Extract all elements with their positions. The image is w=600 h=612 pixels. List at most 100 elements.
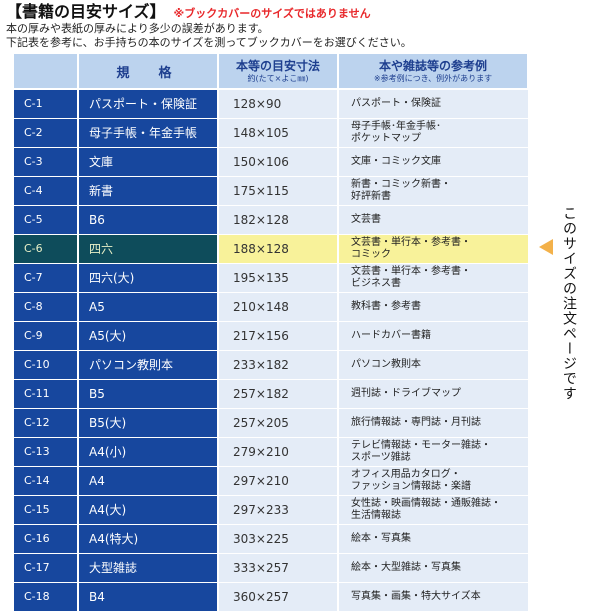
header-corner xyxy=(14,54,79,90)
row-ref: パスポート・保険証 xyxy=(338,89,528,119)
header-spec: 規 格 xyxy=(78,54,219,90)
row-code: C-6 xyxy=(14,234,79,264)
row-code: C-1 xyxy=(14,89,79,119)
warning-note: ※ブックカバーのサイズではありません xyxy=(173,7,371,20)
row-size: 279×210 xyxy=(218,437,339,467)
row-code: C-4 xyxy=(14,176,79,206)
row-size: 297×233 xyxy=(218,495,339,525)
table-row: C-12 B5(大) 257×205 旅行情報誌・専門誌・月刊誌 xyxy=(14,408,528,438)
row-ref-line-1: パスポート・保険証 xyxy=(351,97,441,109)
table-row: C-2 母子手帳・年金手帳 148×105 母子手帳･年金手帳･ ポケットマップ xyxy=(14,118,528,148)
row-code: C-15 xyxy=(14,495,79,525)
row-ref-line-2: 好評新書 xyxy=(351,190,391,202)
row-size: 360×257 xyxy=(218,582,339,612)
row-spec: 文庫 xyxy=(78,147,219,177)
row-ref-line-1: 絵本・大型雑誌・写真集 xyxy=(351,561,461,573)
row-spec: A4 xyxy=(78,466,219,496)
row-ref: テレビ情報誌・モーター雑誌・ スポーツ雑誌 xyxy=(338,437,528,467)
table-row: C-5 B6 182×128 文芸書 xyxy=(14,205,528,235)
row-ref: 文芸書・単行本・参考書・ ビジネス書 xyxy=(338,263,528,293)
row-ref-line-1: 週刊誌・ドライブマップ xyxy=(351,387,461,399)
title-line: 【書籍の目安サイズ】 ※ブックカバーのサイズではありません xyxy=(6,2,546,22)
row-spec: 四六 xyxy=(78,234,219,264)
header-ref: 本や雑誌等の参考例 ※参考例につき、例外があります xyxy=(338,54,529,90)
row-ref-line-1: ハードカバー書籍 xyxy=(351,329,431,341)
row-ref: 旅行情報誌・専門誌・月刊誌 xyxy=(338,408,528,438)
row-size: 303×225 xyxy=(218,524,339,554)
row-spec: B6 xyxy=(78,205,219,235)
row-spec: A4(大) xyxy=(78,495,219,525)
header-size-main: 本等の目安寸法 xyxy=(235,58,320,73)
table-row: C-15 A4(大) 297×233 女性誌・映画情報誌・通販雑誌・ 生活情報誌 xyxy=(14,495,528,525)
row-ref-line-2: コミック xyxy=(351,248,391,260)
row-spec: 母子手帳・年金手帳 xyxy=(78,118,219,148)
table-row: C-18 B4 360×257 写真集・画集・特大サイズ本 xyxy=(14,582,528,612)
row-spec: A4(特大) xyxy=(78,524,219,554)
row-code: C-8 xyxy=(14,292,79,322)
page-header: 【書籍の目安サイズ】 ※ブックカバーのサイズではありません 本の厚みや表紙の厚みに… xyxy=(6,2,546,50)
row-ref-line-1: 文庫・コミック文庫 xyxy=(351,155,441,167)
row-spec: B4 xyxy=(78,582,219,612)
row-size: 217×156 xyxy=(218,321,339,351)
row-code: C-14 xyxy=(14,466,79,496)
row-code: C-16 xyxy=(14,524,79,554)
row-code: C-10 xyxy=(14,350,79,380)
header-size: 本等の目安寸法 約(たて×よこ㎜) xyxy=(218,54,339,90)
row-ref-line-1: 文芸書・単行本・参考書・ xyxy=(351,236,471,248)
row-ref-line-2: 生活情報誌 xyxy=(351,509,401,521)
row-size: 297×210 xyxy=(218,466,339,496)
row-code: C-7 xyxy=(14,263,79,293)
row-ref: 新書・コミック新書・ 好評新書 xyxy=(338,176,528,206)
row-ref-line-1: 新書・コミック新書・ xyxy=(351,178,451,190)
table-row: C-1 パスポート・保険証 128×90 パスポート・保険証 xyxy=(14,89,528,119)
header-ref-sub: ※参考例につき、例外があります xyxy=(373,73,493,83)
row-code: C-12 xyxy=(14,408,79,438)
table-row: C-6 四六 188×128 文芸書・単行本・参考書・ コミック xyxy=(14,234,528,264)
row-ref: 母子手帳･年金手帳･ ポケットマップ xyxy=(338,118,528,148)
row-ref: 女性誌・映画情報誌・通販雑誌・ 生活情報誌 xyxy=(338,495,528,525)
row-spec: 新書 xyxy=(78,176,219,206)
row-spec: A5 xyxy=(78,292,219,322)
arrow-left-icon xyxy=(539,239,553,255)
table-row: C-11 B5 257×182 週刊誌・ドライブマップ xyxy=(14,379,528,409)
row-ref: ハードカバー書籍 xyxy=(338,321,528,351)
row-code: C-2 xyxy=(14,118,79,148)
row-size: 148×105 xyxy=(218,118,339,148)
row-ref: 教科書・参考書 xyxy=(338,292,528,322)
order-page-note: このサイズの注文ページです xyxy=(561,206,577,401)
table-row: C-14 A4 297×210 オフィス用品カタログ・ ファッション情報誌・楽譜 xyxy=(14,466,528,496)
header-ref-main: 本や雑誌等の参考例 xyxy=(378,58,487,73)
row-spec: 大型雑誌 xyxy=(78,553,219,583)
row-size: 188×128 xyxy=(218,234,339,264)
table-row: C-7 四六(大) 195×135 文芸書・単行本・参考書・ ビジネス書 xyxy=(14,263,528,293)
row-ref-line-2: スポーツ雑誌 xyxy=(351,451,411,463)
table-row: C-8 A5 210×148 教科書・参考書 xyxy=(14,292,528,322)
row-ref-line-1: オフィス用品カタログ・ xyxy=(351,468,461,480)
table-row: C-17 大型雑誌 333×257 絵本・大型雑誌・写真集 xyxy=(14,553,528,583)
page-title: 【書籍の目安サイズ】 xyxy=(6,2,166,21)
row-ref-line-1: 母子手帳･年金手帳･ xyxy=(351,120,441,132)
row-ref: 文芸書 xyxy=(338,205,528,235)
row-ref: 絵本・写真集 xyxy=(338,524,528,554)
row-code: C-13 xyxy=(14,437,79,467)
row-ref-line-1: 旅行情報誌・専門誌・月刊誌 xyxy=(351,416,481,428)
table-row: C-13 A4(小) 279×210 テレビ情報誌・モーター雑誌・ スポーツ雑誌 xyxy=(14,437,528,467)
row-ref: パソコン教則本 xyxy=(338,350,528,380)
row-size: 195×135 xyxy=(218,263,339,293)
table-row: C-16 A4(特大) 303×225 絵本・写真集 xyxy=(14,524,528,554)
row-ref: 文芸書・単行本・参考書・ コミック xyxy=(338,234,528,264)
row-ref-line-1: パソコン教則本 xyxy=(351,358,421,370)
row-size: 182×128 xyxy=(218,205,339,235)
order-page-pointer xyxy=(539,236,569,258)
row-ref-line-1: 写真集・画集・特大サイズ本 xyxy=(351,590,481,602)
row-code: C-5 xyxy=(14,205,79,235)
row-ref-line-1: 女性誌・映画情報誌・通販雑誌・ xyxy=(351,497,501,509)
row-size: 150×106 xyxy=(218,147,339,177)
row-code: C-9 xyxy=(14,321,79,351)
row-spec: 四六(大) xyxy=(78,263,219,293)
row-spec: B5(大) xyxy=(78,408,219,438)
row-ref-line-1: テレビ情報誌・モーター雑誌・ xyxy=(351,439,491,451)
row-ref-line-2: ポケットマップ xyxy=(351,132,421,144)
row-ref-line-1: 文芸書・単行本・参考書・ xyxy=(351,265,471,277)
row-code: C-17 xyxy=(14,553,79,583)
